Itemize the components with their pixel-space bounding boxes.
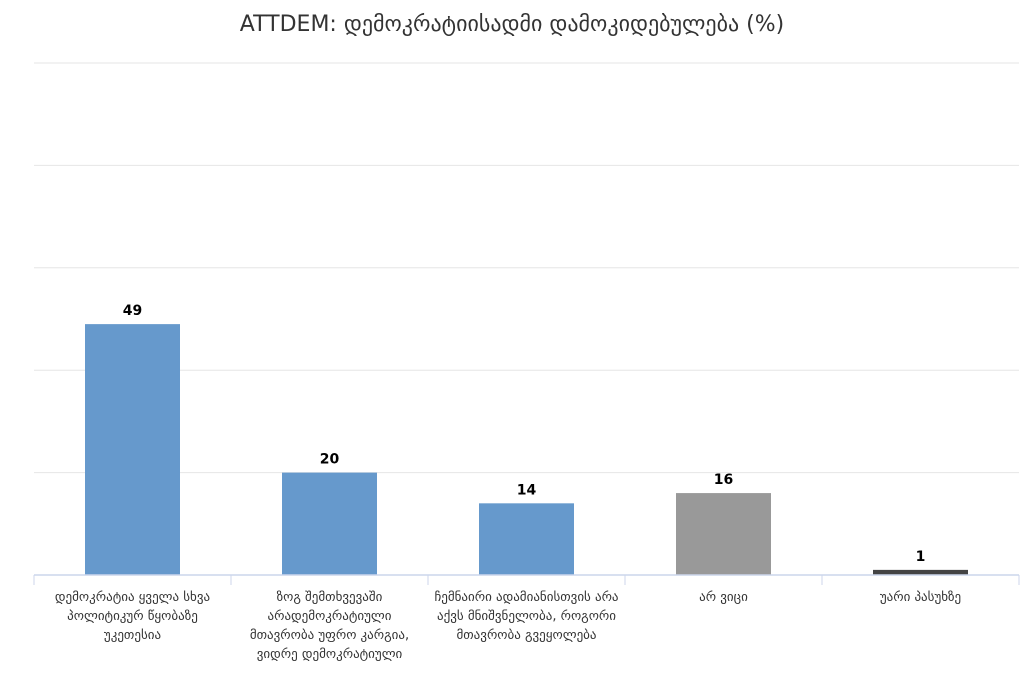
bar xyxy=(282,472,377,575)
x-tick-label: არ ვიცი xyxy=(699,590,748,605)
x-tick-label: ზოგ შემთხვევაში არადემოკრატიული მთავრობა… xyxy=(249,590,410,662)
data-label: 14 xyxy=(517,482,537,498)
x-tick-label: ჩემნაირი ადამიანისთვის არა აქვს მნიშვნელ… xyxy=(434,590,619,643)
bar xyxy=(85,324,180,575)
data-label: 1 xyxy=(916,549,926,565)
data-label: 20 xyxy=(320,452,340,468)
bar xyxy=(873,569,968,575)
data-label: 16 xyxy=(714,472,733,488)
x-tick-label: დემოკრატია ყველა სხვა პოლიტიკურ წყობაზე … xyxy=(54,590,211,643)
chart-title: ATTDEM: დემოკრატიისადმი დამოკიდებულება (… xyxy=(239,12,785,37)
bar xyxy=(676,493,771,575)
data-label: 49 xyxy=(123,303,142,319)
x-tick-label: უარი პასუხზე xyxy=(879,590,962,605)
bar xyxy=(479,503,574,575)
